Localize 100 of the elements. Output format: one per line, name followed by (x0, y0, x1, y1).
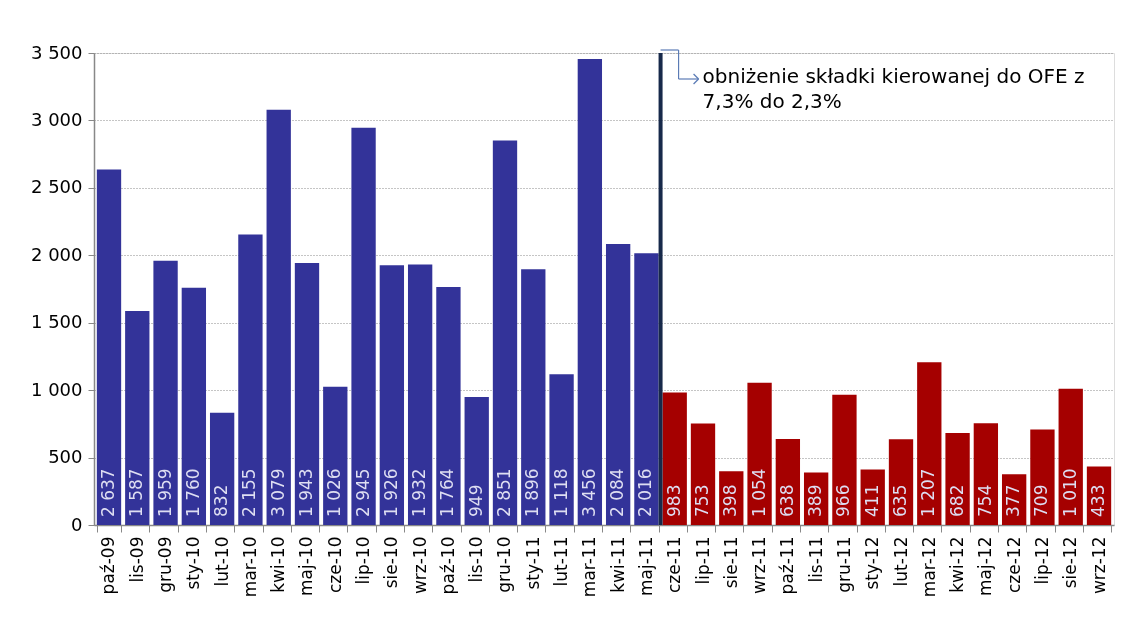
x-tick-label: lis-10 (466, 536, 487, 583)
data-label: 2 637 (97, 468, 118, 517)
ref-line-label: obniżenie składki kierowanej do OFE z 7,3% do 2,3% (702, 64, 1085, 113)
data-label: 433 (1088, 484, 1109, 517)
x-tick-label: cze-10 (324, 536, 345, 593)
x-tick-label: sty-12 (862, 536, 883, 590)
data-label: 1 118 (550, 468, 571, 517)
data-label: 3 456 (578, 468, 599, 517)
data-label: 398 (720, 484, 741, 517)
bar (294, 262, 320, 525)
bar (351, 127, 376, 525)
x-tick-label: wrz-11 (749, 536, 770, 595)
bar (832, 394, 857, 525)
bar (181, 287, 207, 525)
x-tick-label: lip-10 (353, 536, 374, 585)
data-label: 1 207 (918, 468, 939, 517)
x-tick-label: maj-12 (975, 536, 996, 596)
data-label: 2 155 (239, 468, 260, 517)
data-label: 2 945 (352, 468, 373, 517)
x-tick-label: lip-12 (1031, 536, 1052, 585)
data-label: 1 587 (126, 468, 147, 517)
bar (96, 169, 122, 525)
bar (662, 392, 687, 525)
x-tick-label: paź-09 (98, 536, 119, 595)
data-label: 966 (833, 484, 854, 517)
bar (634, 253, 659, 525)
x-tick-label: mar-12 (918, 536, 939, 598)
data-label: 1 026 (324, 468, 345, 517)
y-tick-label: 1 000 (30, 378, 83, 400)
y-tick-label: 0 (71, 513, 83, 535)
data-label: 983 (663, 484, 684, 517)
x-tick-label: wrz-10 (409, 536, 430, 595)
y-tick-label: 1 500 (30, 311, 83, 333)
data-label: 1 943 (295, 468, 316, 517)
x-tick-label: wrz-12 (1088, 536, 1109, 595)
bar (125, 310, 150, 525)
y-tick-label: 2 500 (30, 176, 83, 198)
x-tick-label: gru-10 (494, 536, 515, 593)
bar (266, 109, 291, 525)
data-label: 2 016 (635, 468, 656, 517)
data-label: 1 760 (182, 468, 203, 517)
bar (521, 269, 546, 525)
x-tick-label: paź-11 (777, 536, 798, 595)
bar (747, 382, 772, 525)
data-label: 2 851 (494, 468, 514, 517)
bar (917, 362, 942, 525)
bar (1058, 388, 1083, 525)
data-label: 949 (465, 484, 486, 517)
y-tick-label: 3 500 (30, 41, 83, 63)
bar (492, 140, 518, 525)
x-tick-label: lis-09 (126, 536, 147, 583)
data-label: 638 (776, 484, 797, 517)
bar (436, 287, 461, 525)
data-label: 1 764 (437, 468, 458, 517)
x-tick-label: mar-10 (239, 536, 260, 598)
data-label: 389 (805, 484, 826, 517)
data-label: 1 926 (380, 468, 401, 517)
bar (407, 264, 433, 525)
data-label: 1 010 (1059, 468, 1080, 517)
x-tick-label: cze-11 (664, 536, 685, 593)
data-label: 753 (692, 484, 712, 517)
bar (549, 374, 574, 525)
x-tick-label: lut-12 (890, 536, 911, 587)
x-tick-label: gru-11 (833, 536, 854, 593)
x-tick-label: sie-12 (1060, 536, 1081, 589)
x-tick-label: maj-10 (296, 536, 317, 596)
x-tick-label: gru-09 (155, 536, 176, 593)
x-tick-label: paź-10 (437, 536, 458, 595)
bar (973, 423, 999, 525)
x-tick-label: sie-10 (381, 536, 402, 589)
data-label: 682 (946, 484, 967, 517)
data-label: 1 932 (409, 468, 430, 517)
x-tick-label: sty-11 (522, 536, 543, 590)
bar (238, 234, 263, 525)
data-label: 635 (890, 484, 911, 517)
x-tick-label: lis-11 (805, 536, 826, 583)
y-tick-label: 2 000 (30, 243, 83, 265)
x-tick-label: kwi-12 (947, 536, 968, 593)
y-tick-label: 3 000 (30, 108, 83, 130)
bar (323, 386, 348, 525)
data-label: 1 054 (748, 468, 769, 517)
data-label: 832 (211, 484, 232, 517)
data-label: 411 (861, 484, 882, 517)
data-label: 2 084 (607, 468, 628, 517)
data-label: 3 079 (267, 468, 288, 517)
x-tick-label: sty-10 (183, 536, 204, 590)
bar (1030, 429, 1055, 525)
x-tick-label: sie-11 (720, 536, 741, 589)
x-tick-label: kwi-10 (268, 536, 289, 593)
y-tick-label: 500 (48, 446, 83, 468)
bar (577, 58, 603, 525)
bar (464, 397, 489, 525)
x-tick-label: kwi-11 (607, 536, 628, 593)
bar (209, 412, 235, 525)
x-tick-label: cze-12 (1003, 536, 1024, 593)
data-label: 1 896 (522, 468, 543, 517)
data-label: 709 (1031, 484, 1052, 517)
data-label: 754 (974, 484, 995, 517)
data-label: 1 959 (154, 468, 175, 517)
x-tick-label: maj-11 (635, 536, 656, 596)
